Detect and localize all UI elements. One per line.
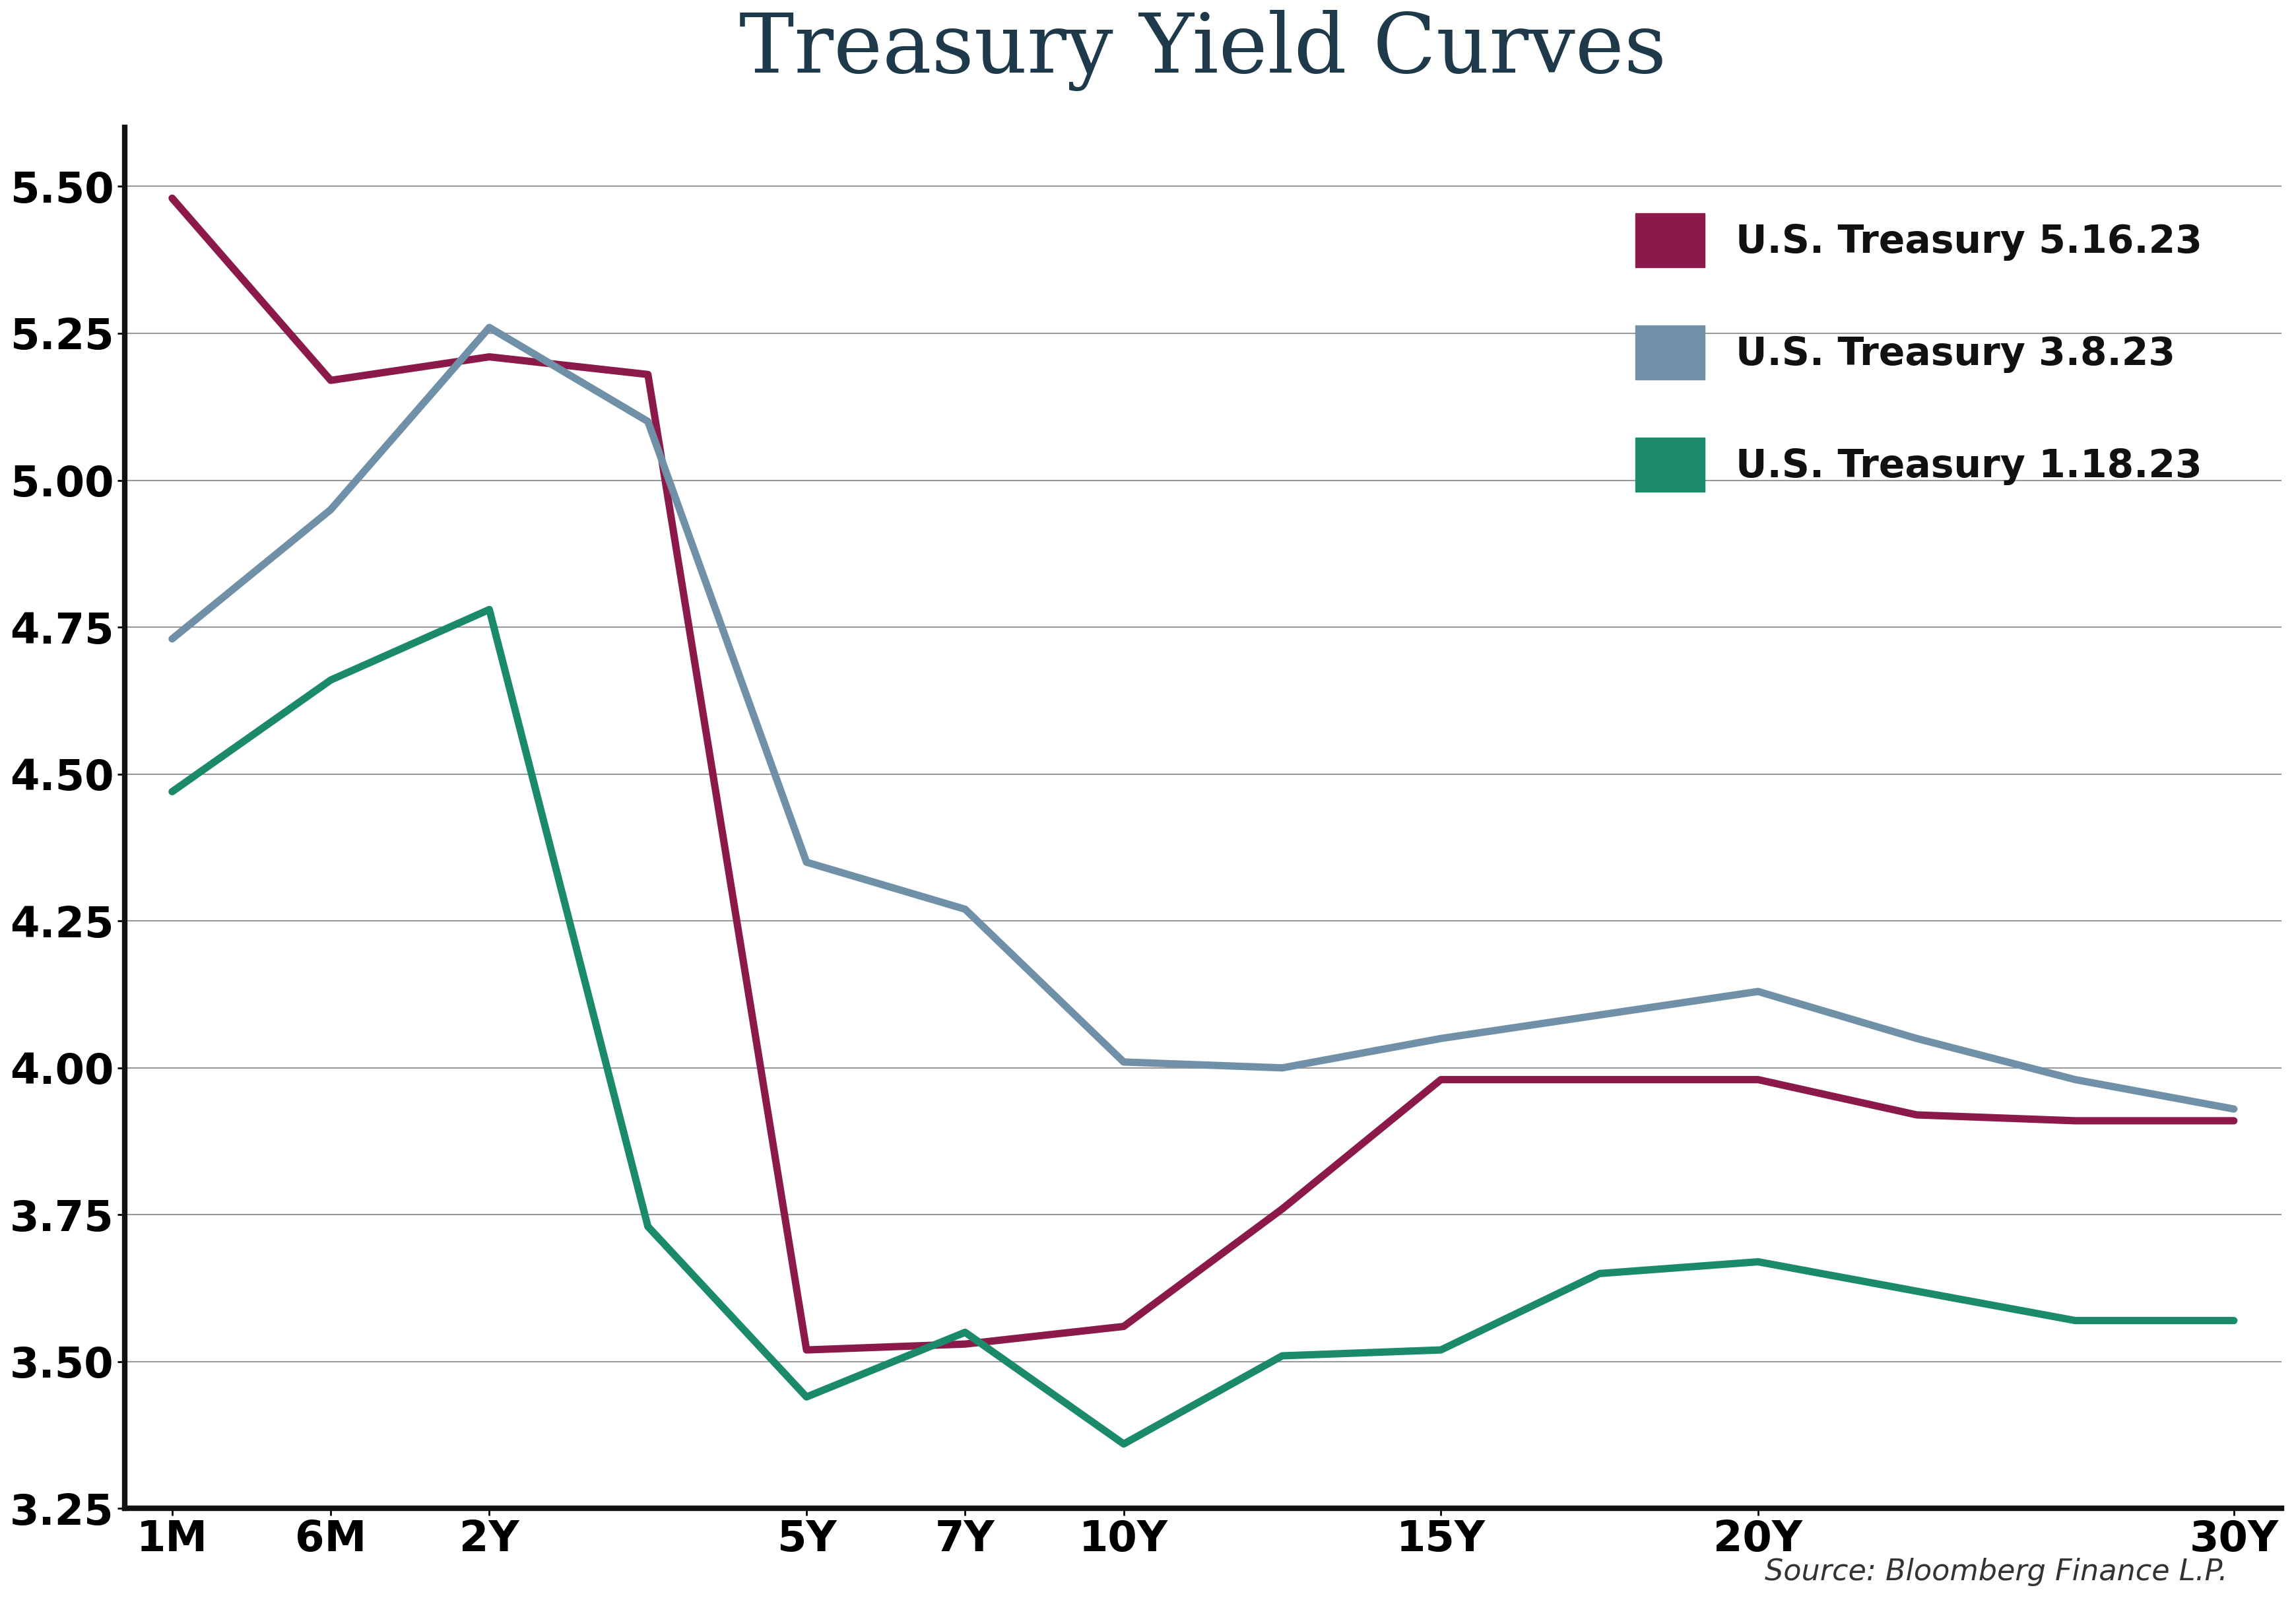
Text: Source: Bloomberg Finance L.P.: Source: Bloomberg Finance L.P.	[1763, 1557, 2227, 1586]
U.S. Treasury 1.18.23	[1584, 1264, 1612, 1283]
U.S. Treasury 1.18.23	[475, 599, 503, 618]
U.S. Treasury 1.18.23	[317, 670, 344, 689]
Legend: U.S. Treasury 5.16.23, U.S. Treasury 3.8.23, U.S. Treasury 1.18.23: U.S. Treasury 5.16.23, U.S. Treasury 3.8…	[1596, 175, 2241, 530]
U.S. Treasury 1.18.23	[158, 782, 186, 801]
Line: U.S. Treasury 1.18.23: U.S. Treasury 1.18.23	[172, 609, 2234, 1443]
U.S. Treasury 3.8.23	[634, 412, 661, 431]
U.S. Treasury 3.8.23	[1743, 982, 1770, 1001]
U.S. Treasury 5.16.23	[951, 1334, 978, 1354]
U.S. Treasury 1.18.23	[1109, 1434, 1137, 1453]
U.S. Treasury 3.8.23	[2220, 1099, 2248, 1118]
U.S. Treasury 5.16.23	[475, 348, 503, 367]
Title: Treasury Yield Curves: Treasury Yield Curves	[739, 10, 1667, 91]
U.S. Treasury 5.16.23	[634, 365, 661, 384]
U.S. Treasury 3.8.23	[2062, 1070, 2089, 1089]
U.S. Treasury 3.8.23	[1267, 1059, 1295, 1078]
U.S. Treasury 5.16.23	[158, 189, 186, 208]
U.S. Treasury 5.16.23	[1109, 1317, 1137, 1336]
U.S. Treasury 1.18.23	[2062, 1310, 2089, 1330]
U.S. Treasury 3.8.23	[475, 317, 503, 336]
U.S. Treasury 3.8.23	[1903, 1028, 1931, 1048]
U.S. Treasury 1.18.23	[1743, 1253, 1770, 1272]
U.S. Treasury 5.16.23	[1903, 1105, 1931, 1125]
U.S. Treasury 5.16.23	[1426, 1070, 1453, 1089]
U.S. Treasury 3.8.23	[1584, 1006, 1612, 1025]
Line: U.S. Treasury 3.8.23: U.S. Treasury 3.8.23	[172, 327, 2234, 1109]
U.S. Treasury 3.8.23	[317, 500, 344, 519]
U.S. Treasury 1.18.23	[634, 1218, 661, 1237]
U.S. Treasury 3.8.23	[158, 630, 186, 649]
U.S. Treasury 5.16.23	[1743, 1070, 1770, 1089]
U.S. Treasury 3.8.23	[1426, 1028, 1453, 1048]
U.S. Treasury 1.18.23	[1267, 1346, 1295, 1365]
U.S. Treasury 3.8.23	[792, 852, 820, 871]
U.S. Treasury 5.16.23	[1584, 1070, 1612, 1089]
U.S. Treasury 1.18.23	[1426, 1341, 1453, 1360]
U.S. Treasury 5.16.23	[1267, 1200, 1295, 1219]
Line: U.S. Treasury 5.16.23: U.S. Treasury 5.16.23	[172, 199, 2234, 1350]
U.S. Treasury 1.18.23	[1903, 1282, 1931, 1301]
U.S. Treasury 1.18.23	[951, 1323, 978, 1342]
U.S. Treasury 3.8.23	[1109, 1053, 1137, 1072]
U.S. Treasury 5.16.23	[2062, 1112, 2089, 1131]
U.S. Treasury 1.18.23	[792, 1387, 820, 1407]
U.S. Treasury 5.16.23	[2220, 1112, 2248, 1131]
U.S. Treasury 5.16.23	[792, 1341, 820, 1360]
U.S. Treasury 5.16.23	[317, 370, 344, 389]
U.S. Treasury 3.8.23	[951, 900, 978, 920]
U.S. Treasury 1.18.23	[2220, 1310, 2248, 1330]
